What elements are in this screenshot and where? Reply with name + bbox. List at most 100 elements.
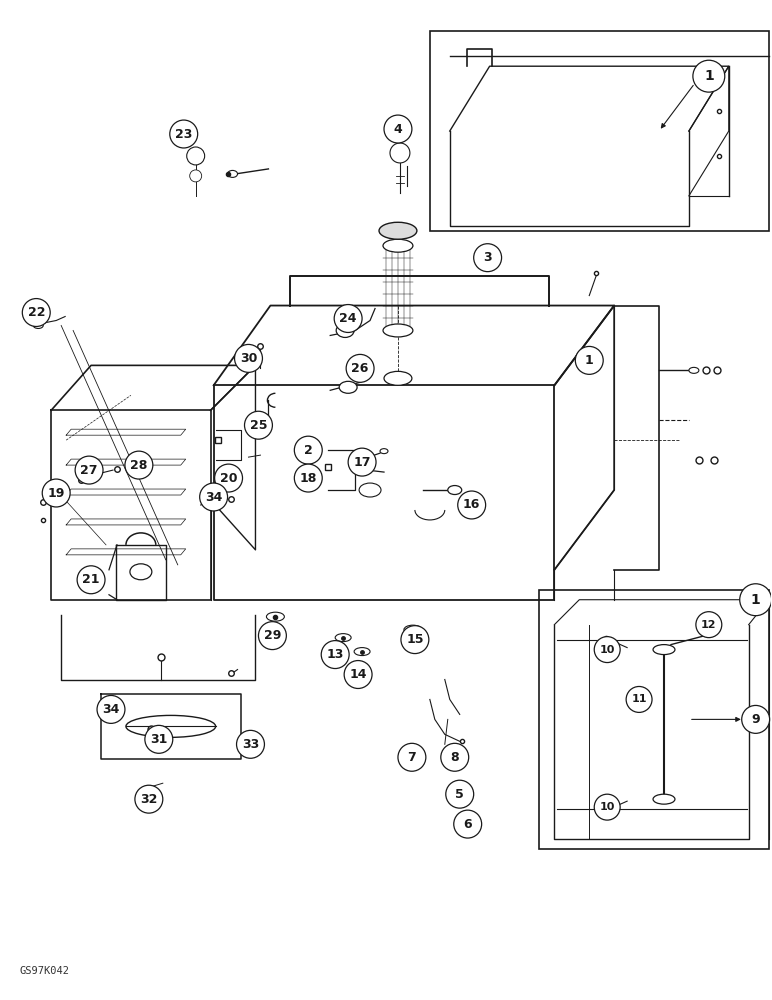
- Circle shape: [740, 584, 771, 616]
- Circle shape: [334, 305, 362, 332]
- Circle shape: [454, 810, 482, 838]
- Text: 13: 13: [327, 648, 344, 661]
- Circle shape: [294, 464, 322, 492]
- Text: 12: 12: [701, 620, 716, 630]
- Text: 32: 32: [141, 793, 157, 806]
- Ellipse shape: [653, 645, 675, 655]
- Text: 5: 5: [455, 788, 464, 801]
- Circle shape: [187, 147, 205, 165]
- Text: 17: 17: [354, 456, 371, 469]
- Circle shape: [294, 436, 322, 464]
- Ellipse shape: [33, 322, 43, 328]
- Text: 1: 1: [751, 593, 760, 607]
- Circle shape: [594, 637, 620, 663]
- Ellipse shape: [130, 564, 152, 580]
- Text: 10: 10: [600, 802, 615, 812]
- Text: 1: 1: [585, 354, 594, 367]
- Circle shape: [235, 344, 262, 372]
- Circle shape: [125, 451, 153, 479]
- Text: 7: 7: [408, 751, 416, 764]
- Ellipse shape: [448, 486, 462, 495]
- Text: 20: 20: [220, 472, 237, 485]
- Circle shape: [594, 794, 620, 820]
- Text: GS97K042: GS97K042: [19, 966, 69, 976]
- Circle shape: [626, 686, 652, 712]
- Circle shape: [575, 346, 603, 374]
- Ellipse shape: [335, 634, 351, 642]
- Circle shape: [693, 60, 725, 92]
- Ellipse shape: [383, 324, 413, 337]
- Text: 18: 18: [300, 472, 317, 485]
- Circle shape: [97, 695, 125, 723]
- Ellipse shape: [354, 648, 370, 656]
- Ellipse shape: [379, 222, 417, 239]
- Circle shape: [348, 448, 376, 476]
- Text: 33: 33: [242, 738, 259, 751]
- Circle shape: [245, 411, 273, 439]
- Text: 30: 30: [240, 352, 257, 365]
- Text: 11: 11: [631, 694, 647, 704]
- Circle shape: [200, 483, 228, 511]
- Circle shape: [384, 115, 412, 143]
- Circle shape: [190, 170, 201, 182]
- Circle shape: [346, 354, 374, 382]
- Bar: [540, 590, 769, 849]
- Text: 34: 34: [205, 491, 222, 504]
- Circle shape: [236, 730, 265, 758]
- Circle shape: [458, 491, 486, 519]
- Text: 1: 1: [704, 69, 713, 83]
- Circle shape: [135, 785, 163, 813]
- Circle shape: [77, 566, 105, 594]
- Circle shape: [441, 743, 469, 771]
- Ellipse shape: [266, 612, 284, 621]
- Text: 23: 23: [175, 128, 192, 141]
- Circle shape: [42, 479, 70, 507]
- Circle shape: [215, 464, 242, 492]
- Ellipse shape: [653, 794, 675, 804]
- Circle shape: [170, 120, 198, 148]
- Ellipse shape: [689, 367, 699, 373]
- Text: 19: 19: [48, 487, 65, 500]
- Text: 8: 8: [450, 751, 459, 764]
- Text: 4: 4: [394, 123, 402, 136]
- Text: 22: 22: [28, 306, 45, 319]
- Text: 34: 34: [103, 703, 120, 716]
- Circle shape: [390, 143, 410, 163]
- Text: 24: 24: [340, 312, 357, 325]
- Text: 26: 26: [351, 362, 369, 375]
- Circle shape: [445, 780, 474, 808]
- Ellipse shape: [359, 483, 381, 497]
- Ellipse shape: [404, 625, 422, 634]
- Text: 25: 25: [249, 419, 267, 432]
- Text: 10: 10: [600, 645, 615, 655]
- Circle shape: [742, 705, 770, 733]
- Text: 27: 27: [80, 464, 98, 477]
- Text: 14: 14: [350, 668, 367, 681]
- Text: 2: 2: [304, 444, 313, 457]
- Ellipse shape: [383, 239, 413, 252]
- Ellipse shape: [380, 449, 388, 454]
- Circle shape: [22, 299, 50, 326]
- Text: 28: 28: [130, 459, 147, 472]
- Ellipse shape: [384, 371, 412, 385]
- Text: 21: 21: [83, 573, 100, 586]
- Text: 6: 6: [463, 818, 472, 831]
- Text: 31: 31: [150, 733, 168, 746]
- Circle shape: [696, 612, 722, 638]
- Text: 15: 15: [406, 633, 424, 646]
- Ellipse shape: [228, 170, 238, 177]
- Circle shape: [75, 456, 103, 484]
- Circle shape: [344, 661, 372, 688]
- Text: 9: 9: [751, 713, 760, 726]
- Circle shape: [398, 743, 426, 771]
- Text: 3: 3: [483, 251, 492, 264]
- Circle shape: [474, 244, 502, 272]
- Circle shape: [321, 641, 349, 669]
- Ellipse shape: [339, 381, 357, 393]
- Ellipse shape: [336, 323, 354, 337]
- Circle shape: [401, 626, 428, 654]
- Text: 29: 29: [264, 629, 281, 642]
- Circle shape: [259, 622, 286, 650]
- Bar: [430, 31, 769, 231]
- Text: 16: 16: [463, 498, 480, 511]
